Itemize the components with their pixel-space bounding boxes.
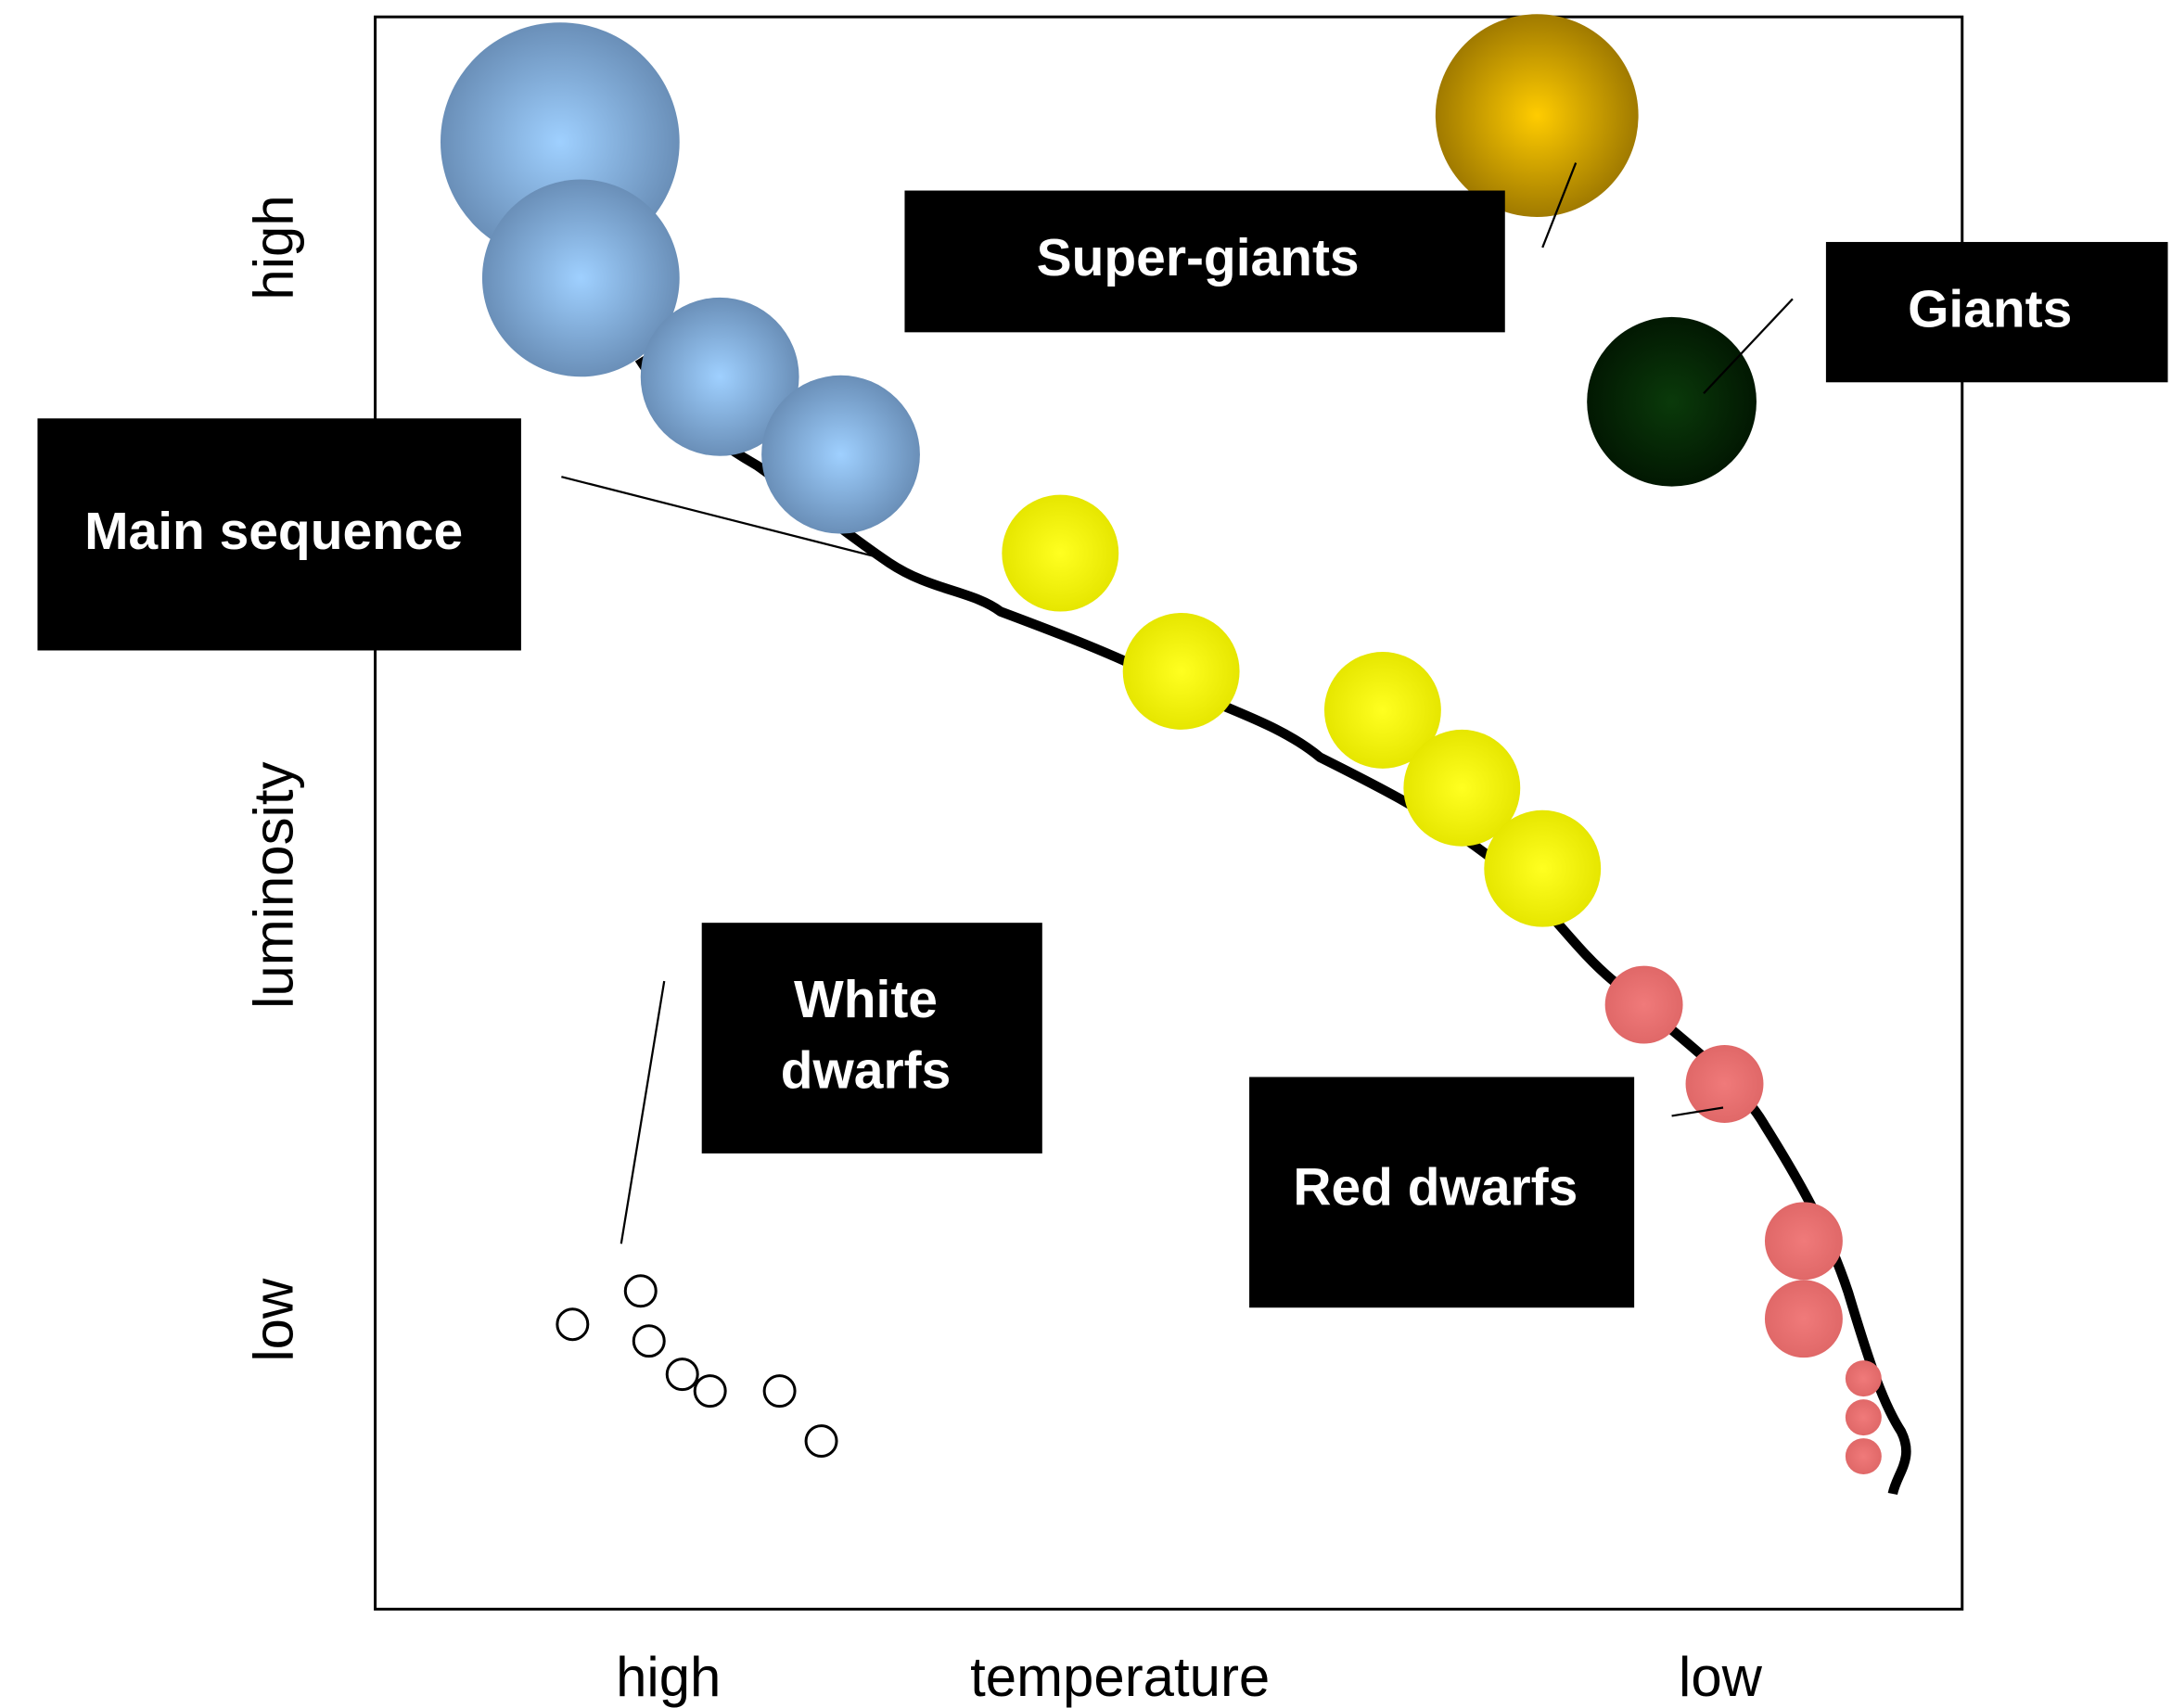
giants-label: Giants: [1908, 279, 2072, 338]
star: [1605, 966, 1683, 1044]
star: [764, 1376, 795, 1407]
star: [557, 1309, 588, 1340]
star: [1002, 495, 1118, 612]
white-dwarfs-label: White: [794, 970, 938, 1029]
star: [695, 1376, 725, 1407]
y-axis-label: luminosity: [243, 761, 305, 1008]
star: [1846, 1438, 1882, 1474]
star: [1846, 1399, 1882, 1435]
red-dwarfs-label: Red dwarfs: [1293, 1157, 1578, 1217]
x-low-label: low: [1679, 1646, 1763, 1708]
yellow-stars: [1002, 495, 1601, 927]
star: [625, 1276, 656, 1306]
star: [1123, 613, 1240, 730]
label-box: [702, 923, 1042, 1154]
star: [1765, 1202, 1843, 1280]
giant-star: [1587, 317, 1757, 487]
super-giants-label: Super-giants: [1037, 228, 1360, 287]
star: [1846, 1360, 1882, 1396]
white-dwarfs-label: dwarfs: [781, 1041, 951, 1101]
y-low-label: low: [243, 1278, 305, 1362]
x-axis-label: temperature: [970, 1646, 1270, 1708]
super-giant-star: [1436, 14, 1639, 217]
star: [761, 376, 920, 534]
white-dwarf-stars: [557, 1276, 837, 1457]
y-high-label: high: [243, 195, 305, 300]
x-high-label: high: [616, 1646, 721, 1708]
diagram: Super-giants Giants Main sequence White …: [0, 0, 2172, 1708]
star: [1765, 1280, 1843, 1357]
red-stars: [1605, 966, 1882, 1474]
star: [667, 1359, 697, 1390]
leader-line: [621, 981, 664, 1243]
main-sequence-label: Main sequence: [84, 502, 463, 561]
star: [806, 1426, 837, 1457]
page: {"axes": {"y_high": "high", "y_label": "…: [0, 0, 2172, 1708]
star: [633, 1326, 664, 1357]
star: [1484, 810, 1601, 927]
